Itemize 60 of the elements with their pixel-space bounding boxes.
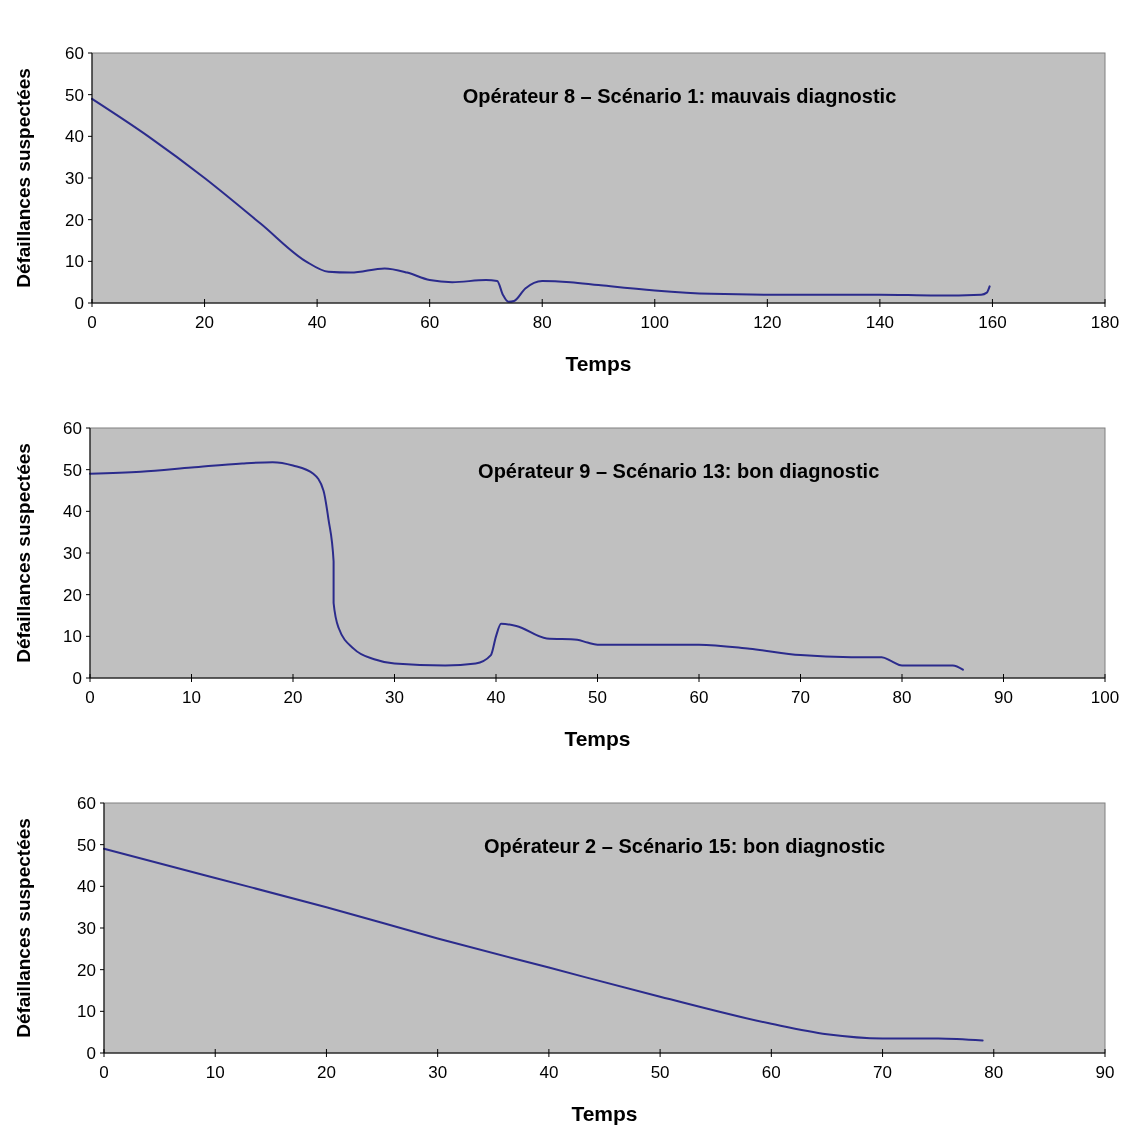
y-tick-label: 40 — [77, 877, 96, 897]
x-tick-label: 70 — [873, 1063, 893, 1082]
x-tick-label: 90 — [1095, 1063, 1115, 1082]
x-tick-label: 20 — [316, 1063, 336, 1082]
y-tick-label: 30 — [77, 918, 96, 938]
y-tick-label: 40 — [63, 502, 82, 522]
text: Opérateur 8 – Scénario 1: mauvais diagnostic — [462, 85, 897, 107]
x-tick-label: 20 — [283, 688, 303, 707]
y-tick-label: 60 — [77, 793, 96, 813]
x-tick-label: 20 — [195, 313, 215, 332]
x-tick-label: 40 — [539, 1063, 559, 1082]
y-tick-label: 30 — [63, 543, 82, 563]
x-axis-title: Temps — [565, 352, 632, 375]
y-tick-label: 40 — [65, 127, 84, 147]
x-tick-label: 10 — [205, 1063, 225, 1082]
x-axis-title: Temps — [571, 1102, 638, 1125]
y-tick-label: 60 — [65, 43, 84, 63]
y-tick-label: 10 — [63, 627, 82, 647]
y-tick-label: 0 — [86, 1043, 96, 1063]
y-tick-label: 20 — [77, 960, 96, 980]
x-tick-label: 80 — [984, 1063, 1004, 1082]
x-axis-title: Temps — [564, 727, 631, 750]
x-tick-label: 80 — [892, 688, 912, 707]
y-axis-title: Défaillances suspectées — [13, 68, 34, 288]
line-series — [89, 461, 964, 671]
y-axis-title: Défaillances suspectées — [13, 443, 34, 663]
text: Opérateur 2 – Scénario 15: bon diagnostic — [483, 835, 886, 857]
y-tick-label: 20 — [63, 585, 82, 605]
x-tick-label: 60 — [420, 313, 440, 332]
text: Opérateur 9 – Scénario 13: bon diagnostic — [478, 460, 880, 482]
y-tick-label: 50 — [63, 460, 82, 480]
x-tick-label: 90 — [994, 688, 1013, 707]
x-tick-label: 80 — [532, 313, 552, 332]
x-tick-label: 60 — [761, 1063, 781, 1082]
x-tick-label: 160 — [978, 313, 1007, 332]
y-tick-label: 50 — [77, 835, 96, 855]
y-axis-title: Défaillances suspectées — [13, 818, 34, 1038]
y-tick-label: 0 — [72, 668, 82, 688]
y-tick-label: 0 — [74, 293, 84, 313]
x-tick-label: 60 — [689, 688, 709, 707]
y-tick-label: 50 — [65, 85, 84, 105]
x-tick-label: 50 — [588, 688, 607, 707]
y-tick-label: 60 — [63, 418, 82, 438]
x-tick-label: 40 — [486, 688, 506, 707]
y-tick-label: 20 — [65, 210, 84, 230]
x-tick-label: 0 — [99, 1063, 109, 1082]
x-tick-label: 100 — [1090, 688, 1120, 707]
x-tick-label: 70 — [791, 688, 810, 707]
x-tick-label: 40 — [307, 313, 327, 332]
x-tick-label: 10 — [182, 688, 201, 707]
x-tick-label: 30 — [428, 1063, 448, 1082]
x-tick-label: 100 — [640, 313, 669, 332]
x-tick-label: 50 — [650, 1063, 670, 1082]
y-tick-label: 10 — [65, 252, 84, 272]
x-tick-label: 140 — [865, 313, 895, 332]
x-tick-label: 120 — [753, 313, 782, 332]
x-tick-label: 180 — [1090, 313, 1120, 332]
y-tick-label: 10 — [77, 1002, 96, 1022]
x-tick-label: 30 — [385, 688, 404, 707]
y-tick-label: 30 — [65, 168, 84, 188]
